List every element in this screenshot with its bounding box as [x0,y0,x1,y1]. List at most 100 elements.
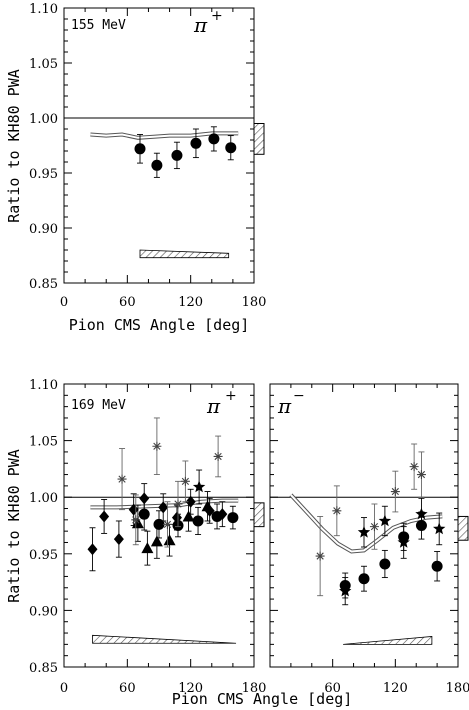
systematic-band [343,635,433,645]
y-tick-label: 1.05 [29,435,58,450]
pion-charge: + [211,8,223,24]
data-point-diamond [139,492,150,505]
energy-label: 155 MeV [71,18,126,33]
data-point-circle [225,142,237,154]
pion-label: π [193,13,208,37]
x-axis-title: Pion CMS Angle [deg] [172,690,353,708]
pion-label: π [277,394,292,418]
data-point-star [339,584,352,597]
y-tick-label: 0.85 [29,661,58,676]
data-point-circle [431,560,443,572]
y-tick-label: 1.00 [29,112,58,127]
x-tick-label: 120 [178,681,203,696]
data-point-circle [208,133,220,145]
data-point-diamond [113,533,124,546]
pion-charge: + [225,388,237,404]
y-axis-title: Ratio to KH80 PWA [5,449,23,603]
data-point-star [357,525,371,538]
data-point-cross [152,441,162,451]
x-tick-label: 60 [324,681,341,696]
panel-top: 155 MeV π + Ratio to KH80 PWA Pion CMS A… [5,2,266,334]
x-tick-label: 180 [446,681,469,696]
y-tick-label: 0.95 [29,167,58,182]
data-point-star [192,480,206,493]
x-tick-label: 120 [178,295,203,310]
y-axis-title: Ratio to KH80 PWA [5,69,23,223]
data-point-cross [131,515,141,525]
data-point-circle [379,558,391,570]
data-point-circle [227,512,239,524]
systematic-band [92,634,237,644]
x-tick-label: 0 [60,295,68,310]
data-point-cross [369,522,379,532]
data-point-triangle [131,517,144,529]
data-point-star [397,536,410,548]
data-point-diamond [99,510,110,523]
normalization-box [253,502,265,528]
data-point-diamond [171,511,182,524]
data-point-star [378,514,392,527]
systematic-band [139,249,230,259]
data-point-diamond [217,508,228,521]
data-point-triangle [163,534,176,546]
data-point-cross [173,499,183,509]
data-point-triangle [150,535,163,547]
x-tick-label: 60 [119,681,136,696]
mark-group [64,117,265,259]
y-tick-label: 0.95 [29,548,58,563]
data-point-cross [416,470,426,480]
x-tick-label: 180 [242,295,267,310]
y-tick-label: 1.05 [29,57,58,72]
x-tick-label: 120 [383,681,408,696]
y-tick-label: 0.90 [29,604,58,619]
data-point-cross [332,506,342,516]
y-tick-label: 1.10 [29,378,58,393]
plot-frame [63,7,255,284]
data-point-cross [409,462,419,472]
data-point-circle [358,573,370,585]
data-point-triangle [201,500,214,512]
pion-charge: − [293,388,305,404]
normalization-box [457,515,469,541]
y-tick-label: 0.90 [29,222,58,237]
normalization-box [253,123,265,155]
data-point-cross [315,551,325,561]
data-point-triangle [182,510,195,522]
data-point-circle [171,149,183,161]
mark-group [64,417,265,644]
tick-group: 0 60 120 180 0.85 0.90 0.95 1.00 1.05 1.10 [29,2,266,310]
data-point-star [433,522,446,535]
y-tick-label: 1.10 [29,2,58,17]
data-point-circle [151,159,163,171]
data-point-cross [162,519,172,529]
y-tick-label: 0.85 [29,277,58,292]
mark-group [270,443,469,645]
data-point-circle [190,137,202,149]
data-point-cross [180,476,190,486]
data-point-cross [213,451,223,461]
panel-bottom-left: 169 MeV π + Ratio to KH80 PWA Pion CMS A… [5,378,352,708]
pion-label: π [206,394,221,418]
y-tick-label: 1.00 [29,491,58,506]
data-point-diamond [87,543,98,556]
x-tick-label: 0 [60,681,68,696]
tick-group: 60 120 180 [269,383,469,696]
energy-label: 169 MeV [71,398,126,413]
model-band-inner [290,494,443,553]
x-tick-label: 180 [242,681,267,696]
tick-group: 0 60 120 180 0.85 0.90 0.95 1.00 1.05 1.10 [29,378,266,696]
data-point-diamond [158,501,169,514]
data-point-star [415,507,428,520]
model-band-inner [90,499,239,509]
x-tick-label: 60 [119,295,136,310]
panel-bottom-right: π − 60 120 180 [269,383,469,696]
data-point-circle [192,515,204,527]
data-point-circle [134,143,146,155]
data-point-cross [117,474,127,484]
x-axis-title: Pion CMS Angle [deg] [69,316,250,334]
model-band-inner [90,132,239,139]
data-point-circle [138,508,150,520]
data-point-triangle [141,542,154,554]
data-point-cross [390,487,400,497]
